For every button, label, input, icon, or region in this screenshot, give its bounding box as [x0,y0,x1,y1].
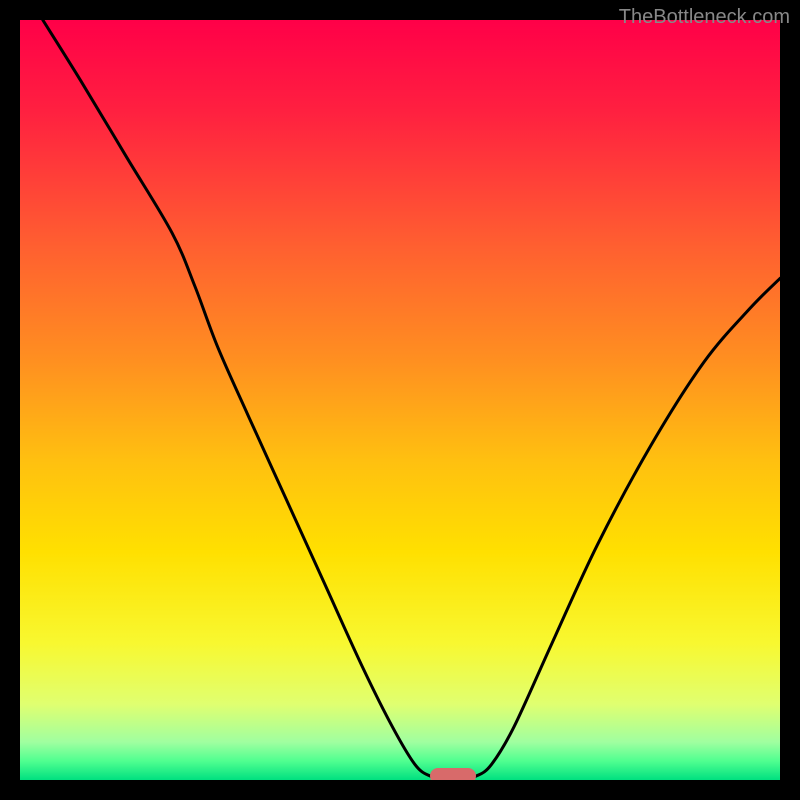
chart-area [20,20,780,780]
gradient-background [20,20,780,780]
minimum-marker [430,768,476,780]
watermark-text: TheBottleneck.com [619,6,790,29]
